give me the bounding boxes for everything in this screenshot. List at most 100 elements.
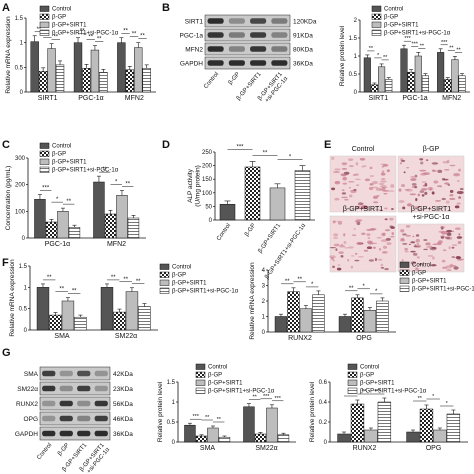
stain-spot [456, 236, 463, 239]
sig-marker: ** [362, 389, 367, 395]
sig-marker: ** [136, 279, 141, 285]
legend-f1: Control β-GP β-GP+SIRT1 β-GP+SIRT1+si-PGC-1… [159, 263, 239, 295]
bar [73, 42, 83, 93]
legend-label: β-GP [52, 15, 66, 21]
legend-swatch [371, 13, 382, 20]
y-axis-label: Relative mRNA expression [9, 259, 16, 337]
blot-kda-label: 56KDa [113, 401, 133, 408]
blot-kda-label: 80KDa [293, 47, 313, 54]
stain-spot [449, 164, 456, 167]
stain-spot [446, 232, 452, 236]
stain-spot [451, 230, 455, 233]
panel-label-c: C [2, 139, 10, 151]
stain-spot [375, 209, 382, 211]
blot-kda-label: 36KDa [113, 431, 133, 438]
stain-spot [370, 227, 375, 231]
sig-marker: *** [441, 40, 448, 46]
stain-spot [350, 255, 355, 257]
sig-marker: ** [80, 29, 85, 35]
bar [184, 424, 196, 443]
sig-marker: ** [456, 47, 461, 53]
stain-spot [405, 225, 411, 228]
legend-label: β-GP+SIRT1 [360, 381, 395, 387]
y-tick-label: 1.5 [15, 16, 24, 22]
sig-marker: *** [263, 394, 270, 400]
stain-spot [436, 185, 443, 188]
stain-spot [406, 203, 412, 207]
bar [364, 429, 378, 443]
x-tick-label: Control [216, 223, 232, 242]
stain-spot [333, 171, 340, 173]
y-tick-label: 1.5 [167, 380, 176, 386]
blot-lane-label: β-GP [228, 71, 242, 86]
legend-f2: Control β-GP β-GP+SIRT1 β-GP+SIRT1+si-PGC-1… [399, 261, 474, 293]
bar [93, 181, 105, 239]
x-tick-label: MFN2 [107, 241, 126, 248]
legend-label: Control [52, 7, 71, 13]
stain-spot [401, 159, 406, 163]
panel-label-e: E [324, 139, 331, 151]
bar [370, 84, 378, 93]
bar [47, 48, 56, 93]
stain-spot [372, 246, 377, 249]
stain-spot [337, 264, 341, 266]
blot-band [228, 60, 245, 66]
legend-swatch [39, 166, 50, 173]
stain-spot [387, 190, 395, 192]
stain-spot [442, 266, 448, 269]
bar [138, 306, 151, 331]
bar [125, 291, 139, 331]
legend-label: Control [384, 7, 403, 13]
stain-spot [381, 187, 386, 191]
sig-marker: *** [236, 145, 244, 151]
stain-spot [380, 267, 385, 269]
stain-spot [363, 165, 367, 168]
stain-spot [449, 197, 456, 200]
stain-spot [414, 244, 417, 247]
blot-lane-label: β-GP [57, 442, 71, 457]
stain-spot [334, 197, 340, 201]
stain-spot [448, 246, 451, 250]
stain-spot [331, 157, 335, 160]
micrograph-label: Control [352, 146, 375, 153]
panel-label-b: B [162, 2, 170, 14]
stain-spot [441, 197, 446, 201]
stain-spot [412, 235, 415, 238]
stain-spot [419, 190, 425, 193]
blot-band [250, 60, 267, 66]
bar [433, 429, 447, 443]
bar [337, 433, 351, 443]
bar [277, 434, 290, 443]
stain-spot [410, 176, 417, 178]
y-tick-label: 150 [202, 177, 213, 183]
stain-spot [350, 265, 354, 269]
bar [99, 72, 108, 93]
sig-marker: ** [418, 396, 423, 402]
bar [419, 408, 434, 443]
blot-band [42, 385, 56, 392]
stain-spot [366, 233, 371, 237]
stain-spot [360, 204, 368, 209]
stain-spot [429, 187, 432, 191]
stain-spot [426, 187, 434, 191]
legend-swatch [159, 271, 170, 278]
bar [45, 221, 58, 239]
bar [294, 170, 311, 221]
y-tick-label: 1 [20, 41, 24, 47]
blot-band [59, 415, 73, 422]
x-tick-label: SMA [54, 333, 70, 340]
legend-swatch [195, 363, 206, 370]
stain-spot [343, 233, 346, 237]
stain-spot [444, 182, 450, 185]
stain-spot [384, 268, 389, 271]
stain-spot [332, 265, 335, 268]
blot-band [94, 430, 108, 437]
blot-band [207, 32, 224, 38]
bar [244, 166, 261, 221]
sig-marker: ** [349, 286, 354, 292]
x-tick-label: PGC-1a [402, 95, 427, 102]
